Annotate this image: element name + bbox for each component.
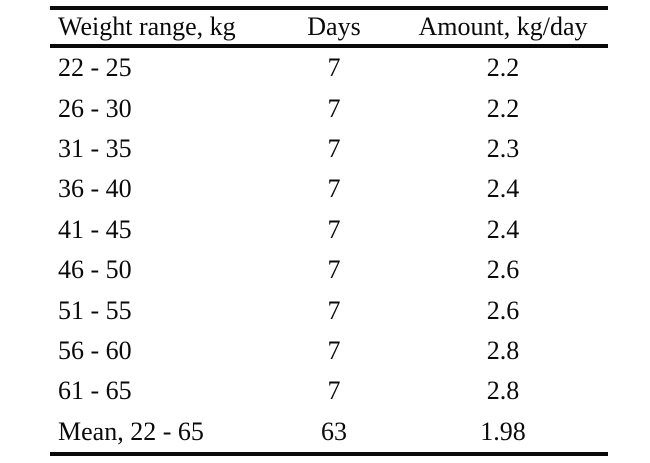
table-row: 56 - 60 7 2.8 <box>50 331 608 371</box>
cell-days: 7 <box>327 133 341 163</box>
table-row: 61 - 65 7 2.8 <box>50 371 608 411</box>
cell-amount: 2.4 <box>486 214 520 244</box>
cell-amount: 2.8 <box>486 335 520 365</box>
cell-days: 63 <box>321 416 347 446</box>
cell-weight-range: 22 - 25 <box>58 53 132 83</box>
table-row: Mean, 22 - 65 63 1.98 <box>50 412 608 452</box>
cell-days: 7 <box>327 53 341 83</box>
cell-weight-range: Mean, 22 - 65 <box>58 416 204 446</box>
table-header-row: Weight range, kg Days Amount, kg/day <box>50 6 608 48</box>
table-row: 31 - 35 7 2.3 <box>50 129 608 169</box>
table-row: 26 - 30 7 2.2 <box>50 88 608 128</box>
cell-days: 7 <box>327 295 341 325</box>
column-header-days: Days <box>307 12 361 41</box>
cell-amount: 2.2 <box>486 53 520 83</box>
cell-days: 7 <box>327 376 341 406</box>
cell-days: 7 <box>327 214 341 244</box>
cell-amount: 2.6 <box>486 295 520 325</box>
cell-amount: 1.98 <box>480 416 526 446</box>
cell-weight-range: 46 - 50 <box>58 255 132 285</box>
table-row: 51 - 55 7 2.6 <box>50 290 608 330</box>
cell-weight-range: 31 - 35 <box>58 133 132 163</box>
cell-amount: 2.8 <box>486 376 520 406</box>
cell-weight-range: 51 - 55 <box>58 295 132 325</box>
cell-days: 7 <box>327 174 341 204</box>
cell-weight-range: 36 - 40 <box>58 174 132 204</box>
feeding-schedule-table: Weight range, kg Days Amount, kg/day 22 … <box>50 6 608 456</box>
cell-days: 7 <box>327 335 341 365</box>
table-row: 41 - 45 7 2.4 <box>50 210 608 250</box>
column-header-amount: Amount, kg/day <box>418 12 588 41</box>
column-header-weight-range: Weight range, kg <box>58 12 236 41</box>
cell-days: 7 <box>327 255 341 285</box>
cell-amount: 2.4 <box>486 174 520 204</box>
table-row: 46 - 50 7 2.6 <box>50 250 608 290</box>
cell-weight-range: 61 - 65 <box>58 376 132 406</box>
cell-amount: 2.6 <box>486 255 520 285</box>
cell-weight-range: 26 - 30 <box>58 93 132 123</box>
table-body: 22 - 25 7 2.2 26 - 30 7 2.2 31 - 35 7 2.… <box>50 48 608 456</box>
cell-amount: 2.2 <box>486 93 520 123</box>
cell-weight-range: 56 - 60 <box>58 335 132 365</box>
table-row: 36 - 40 7 2.4 <box>50 169 608 209</box>
cell-days: 7 <box>327 93 341 123</box>
table-row: 22 - 25 7 2.2 <box>50 48 608 88</box>
cell-amount: 2.3 <box>486 133 520 163</box>
cell-weight-range: 41 - 45 <box>58 214 132 244</box>
